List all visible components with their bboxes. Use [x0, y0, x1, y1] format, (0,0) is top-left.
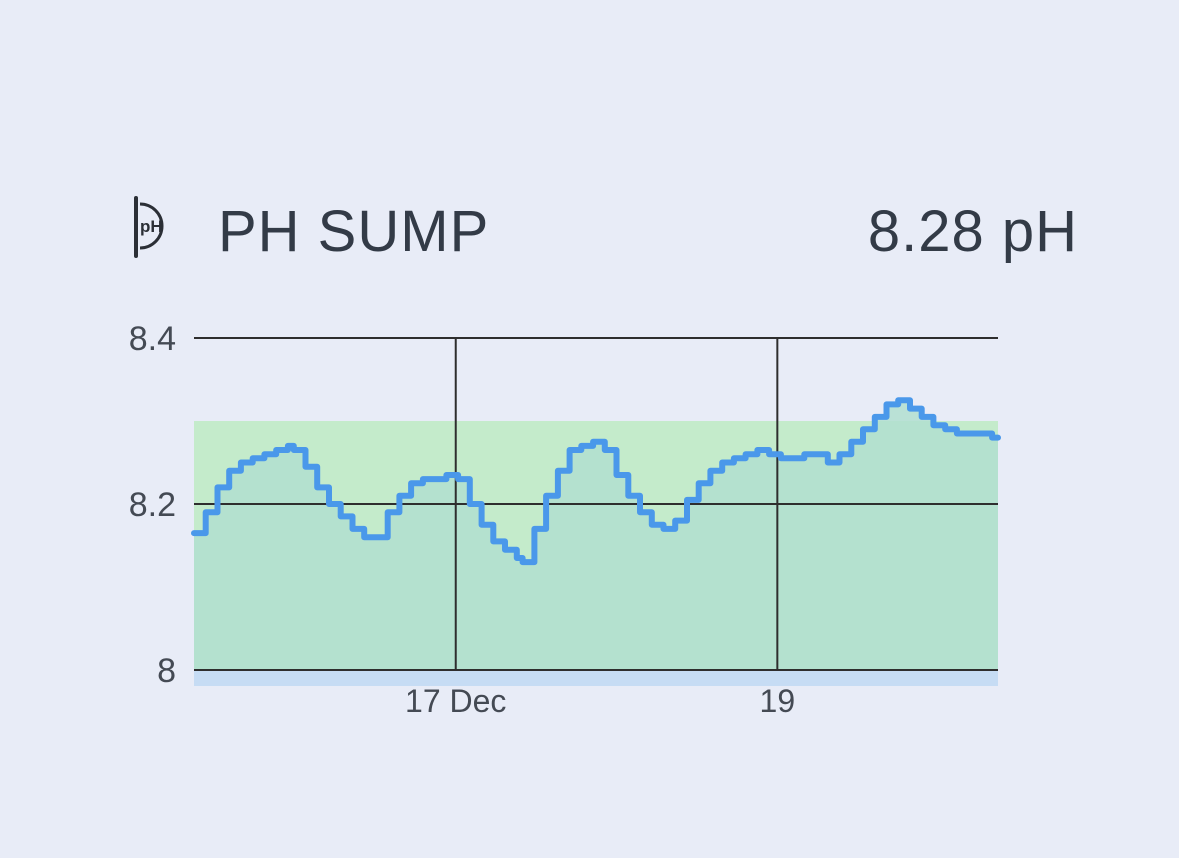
ph-icon-label: pH [140, 217, 163, 236]
y-tick-label: 8.4 [129, 320, 176, 358]
ph-probe-icon: pH [134, 196, 164, 258]
widget-title: PH SUMP [218, 199, 490, 264]
baseline-strip [194, 670, 998, 686]
widget-header: pH PH SUMP 8.28 pH [126, 190, 1086, 270]
x-tick-label: 19 [760, 683, 796, 719]
y-tick-label: 8 [157, 652, 176, 690]
series-area [194, 400, 998, 670]
x-tick-label: 17 Dec [405, 683, 506, 719]
y-tick-label: 8.2 [129, 486, 176, 524]
series-line [191, 397, 1001, 566]
current-reading: 8.28 pH [867, 199, 1078, 264]
